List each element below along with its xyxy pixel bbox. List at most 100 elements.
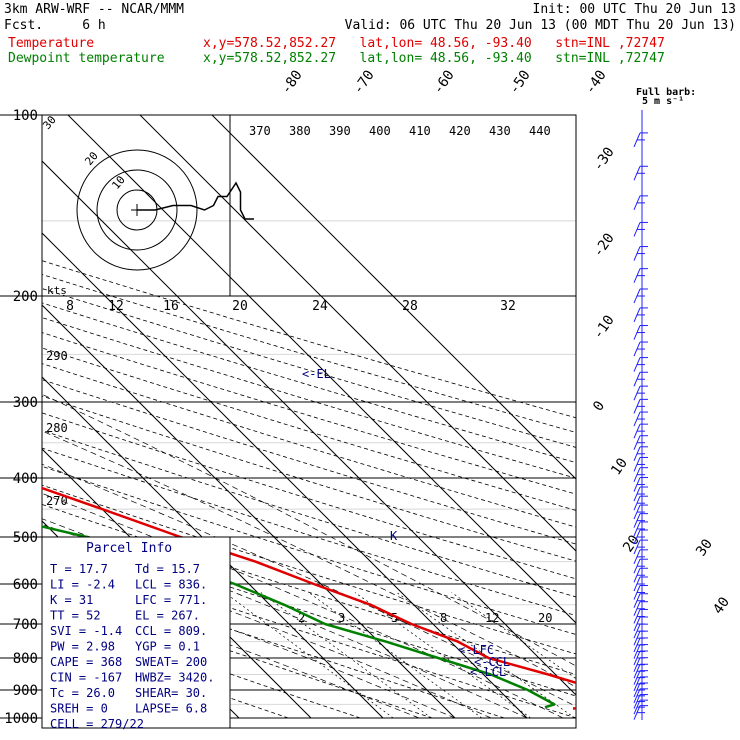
parcel-info-left: T = 17.7 — [50, 562, 108, 576]
wind-barb — [633, 539, 648, 555]
wind-barb — [633, 644, 648, 659]
theta-label-left: 290 — [46, 349, 68, 363]
temperature-legend-label: Temperature — [8, 36, 95, 51]
parcel-info-left: LI = -2.4 — [50, 578, 115, 592]
mixing-ratio-line — [308, 592, 483, 719]
hodograph-ring-label: 30 — [40, 113, 58, 132]
mixing-ratio-line — [224, 592, 394, 719]
dry-adiabat — [42, 260, 576, 419]
dry-adiabat — [42, 608, 361, 719]
init-time: Init: 00 UTC Thu 20 Jun 13 — [532, 2, 737, 17]
parcel-info-right: LAPSE= 6.8 — [135, 702, 207, 716]
hodograph-ring-label: 20 — [82, 149, 100, 168]
barb-legend-line2: 5 m s⁻¹ — [642, 96, 684, 107]
isotherm-label: -20 — [590, 230, 618, 260]
parcel-info-left: CELL = 279/22 — [50, 717, 144, 731]
parcel-info-right: LFC = 771. — [135, 593, 207, 607]
wind-barb — [633, 513, 648, 528]
theta-label: 370 — [249, 124, 271, 138]
wind-barb — [633, 132, 648, 148]
wind-barb — [633, 246, 648, 261]
isotherm — [139, 115, 576, 552]
theta-label: 390 — [329, 124, 351, 138]
wind-barb — [633, 288, 648, 304]
forecast-hour: Fcst. 6 h — [4, 18, 106, 33]
parcel-info-box: Parcel Info T = 17.7 Td = 15.7 LI = -2.4 LCL… — [41, 536, 231, 731]
theta-label: 380 — [289, 124, 311, 138]
hodograph-tick-label: 16 — [163, 299, 179, 314]
wind-barb — [633, 521, 648, 537]
parcel-info-right: EL = 267. — [135, 609, 200, 623]
mixing-ratio-label: 20 — [538, 611, 552, 625]
pressure-label: 200 — [13, 289, 38, 305]
wind-barb — [633, 371, 648, 387]
pressure-label: 500 — [13, 530, 38, 546]
moist-adiabat — [42, 463, 576, 707]
parcel-info-left: TT = 52 — [50, 609, 101, 623]
wind-barb — [633, 411, 648, 427]
pressure-label: 900 — [13, 683, 38, 699]
parcel-level-marker: K — [390, 529, 398, 543]
isotherm-label: 0 — [590, 398, 608, 414]
valid-time: Valid: 06 UTC Thu 20 Jun 13 (00 MDT Thu … — [344, 18, 736, 33]
parcel-info-right: HWBZ= 3420. — [135, 671, 214, 685]
wind-barb — [633, 341, 648, 357]
wind-barb — [633, 663, 648, 679]
parcel-info-left: Tc = 26.0 — [50, 686, 115, 700]
hodograph-tick-label: 8 — [66, 299, 74, 314]
parcel-info-background — [41, 536, 231, 729]
wind-barb — [633, 705, 648, 720]
wind-barb — [633, 608, 648, 624]
hodograph-ring — [76, 149, 198, 271]
wind-barb — [633, 467, 648, 482]
parcel-info-right: YGP = 0.1 — [135, 640, 200, 654]
hodograph-unit: kts — [47, 284, 67, 297]
dry-adiabat — [42, 564, 505, 719]
hodograph-tick-label: 28 — [402, 299, 418, 314]
wind-barb — [633, 558, 648, 574]
isotherm — [42, 160, 576, 696]
isotherm-label: 10 — [608, 455, 631, 478]
mixing-ratio-line — [354, 592, 531, 719]
wind-barb — [633, 486, 648, 502]
wind-barb — [633, 446, 648, 462]
parcel-level-marker: <-EL — [302, 367, 331, 381]
parcel-info-title: Parcel Info — [86, 541, 172, 556]
hodograph-tick-label: 32 — [500, 299, 516, 314]
isotherm-label: -60 — [430, 67, 458, 97]
model-title: 3km ARW-WRF -- NCAR/MMM — [4, 2, 185, 17]
hodograph-trace — [137, 181, 254, 220]
parcel-info-left: SVI = -1.4 — [50, 624, 122, 638]
wind-barb — [633, 601, 648, 616]
mixing-ratio-line — [451, 592, 576, 679]
wind-barb — [633, 495, 648, 511]
parcel-info-left: PW = 2.98 — [50, 640, 115, 654]
hodograph-tick-label: 24 — [312, 299, 328, 314]
dry-adiabat — [42, 317, 576, 479]
theta-label: 420 — [449, 124, 471, 138]
theta-label-left: 280 — [46, 421, 68, 435]
wind-barb — [633, 699, 648, 715]
parcel-level-marker: <-LCL — [470, 665, 506, 679]
dewpoint-legend-info: x,y=578.52,852.27 lat,lon= 48.56, -93.40… — [203, 51, 665, 66]
wind-barb — [633, 221, 648, 237]
wind-barb — [633, 676, 648, 692]
mixing-ratio-label: 3 — [338, 611, 345, 625]
wind-barb — [633, 504, 648, 520]
wind-barb — [633, 357, 648, 372]
pressure-label: 300 — [13, 395, 38, 411]
wind-barb — [633, 385, 648, 401]
wind-barb — [633, 576, 648, 592]
wind-barb — [633, 694, 648, 709]
wind-barb — [633, 398, 648, 414]
parcel-level-marker: <-LFC — [458, 643, 494, 657]
dry-adiabat — [42, 274, 576, 433]
wind-barb — [633, 585, 648, 600]
wind-barb — [633, 268, 648, 283]
mixing-ratio-label: 2 — [298, 611, 305, 625]
hodograph-tick-label: 12 — [108, 299, 124, 314]
isotherm — [211, 115, 576, 480]
theta-label: 430 — [489, 124, 511, 138]
theta-label: 440 — [529, 124, 551, 138]
